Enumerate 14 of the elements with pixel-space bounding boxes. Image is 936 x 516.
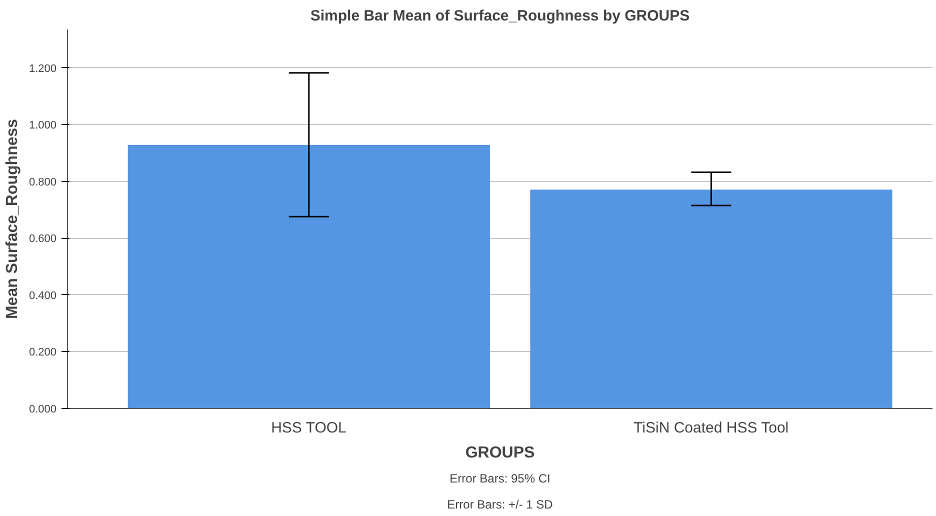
y-tick-label: 0.000 bbox=[28, 404, 57, 416]
y-tick-label: 0.600 bbox=[28, 233, 57, 246]
y-tick-label: 0.800 bbox=[28, 176, 57, 188]
y-tick-label: 0.400 bbox=[28, 290, 57, 302]
y-tick-label: 1.000 bbox=[28, 120, 57, 132]
x-axis-title: GROUPS bbox=[465, 444, 535, 462]
x-tick-label: HSS TOOL bbox=[271, 420, 346, 436]
y-tick-label: 0.200 bbox=[28, 346, 57, 359]
x-tick-label: TiSiN Coated HSS Tool bbox=[634, 420, 789, 436]
y-tick-label: 1.200 bbox=[28, 62, 57, 75]
text: Error Bars: +/- 1 SD bbox=[447, 498, 554, 512]
chart-title: Simple Bar Mean of Surface_Roughness by GROUPS bbox=[310, 8, 690, 24]
y-axis-title: Mean Surface_Roughness bbox=[4, 118, 21, 320]
text: Error Bars: 95% CI bbox=[450, 472, 550, 486]
